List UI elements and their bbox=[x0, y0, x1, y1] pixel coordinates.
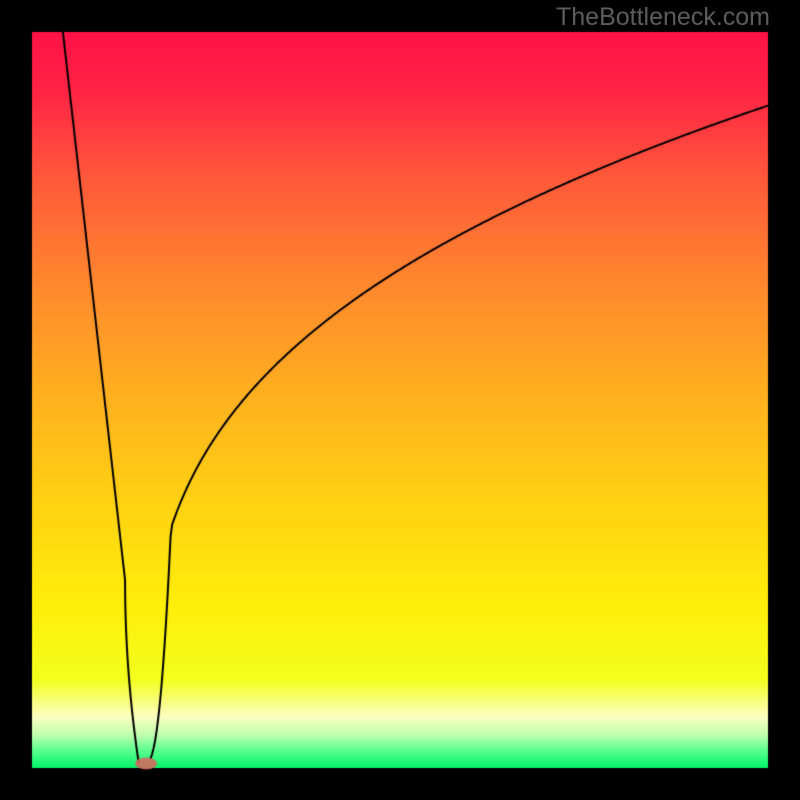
watermark-text: TheBottleneck.com bbox=[556, 3, 770, 32]
bottleneck-chart-canvas bbox=[0, 0, 800, 800]
